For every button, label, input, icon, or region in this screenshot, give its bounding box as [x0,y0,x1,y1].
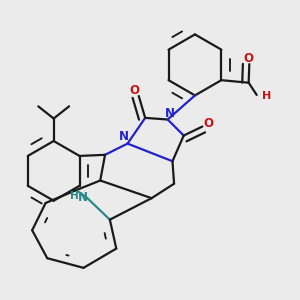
Text: N: N [165,106,175,120]
Text: N: N [119,130,129,143]
Text: O: O [203,117,213,130]
Text: O: O [244,52,254,65]
Text: H: H [262,91,272,100]
Text: H: H [70,190,79,201]
Text: O: O [129,84,139,97]
Text: N: N [78,191,88,204]
